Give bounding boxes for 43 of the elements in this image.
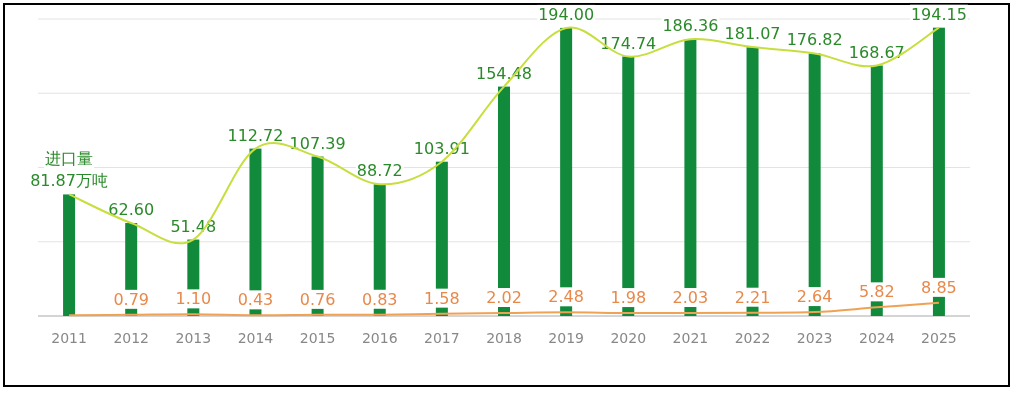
x-tick-label: 2022 [734,330,771,346]
data-label: 62.60 [108,200,155,220]
data-label: 1.98 [610,288,647,308]
data-label: 181.07 [724,24,781,44]
x-tick-label: 2015 [299,330,336,346]
bar [63,194,76,316]
data-label: 2.02 [486,288,522,307]
data-label: 186.36 [662,16,719,36]
data-label: 194.15 [910,4,967,24]
data-label: 2.21 [734,287,771,307]
data-label: 0.76 [299,289,336,309]
x-tick-label: 2018 [486,330,522,346]
data-label: 1.10 [175,289,212,309]
data-label: 176.82 [786,30,843,50]
x-tick-label: 2019 [548,330,584,346]
x-tick-label: 2023 [796,330,833,346]
data-label: 0.43 [237,290,274,310]
data-label: 174.74 [600,33,657,53]
data-label: 88.72 [356,161,403,181]
x-tick-label: 2020 [610,330,647,346]
data-label: 2.03 [672,287,709,307]
x-tick-label: 2013 [175,330,212,346]
data-label: 5.82 [858,282,895,302]
data-label: 194.00 [538,4,595,24]
data-label: 81.87万吨 [30,171,108,191]
data-label: 112.72 [227,125,284,145]
x-tick-label: 2025 [921,330,957,346]
x-tick-label: 2024 [858,330,895,346]
x-tick-label: 2017 [424,330,460,346]
data-label: 168.67 [848,42,905,62]
x-tick-label: 2014 [237,330,274,346]
annotation: 进口量 [45,149,94,169]
x-tick-label: 2012 [113,330,150,346]
x-tick-label: 2011 [51,330,87,346]
data-label: 107.39 [289,133,346,153]
data-label: 8.85 [921,277,957,297]
x-tick-label: 2021 [672,330,709,346]
data-label: 0.83 [361,289,398,309]
data-label: 2.48 [548,287,584,307]
data-label: 1.58 [424,288,460,308]
data-label: 2.64 [796,287,833,307]
x-tick-label: 2016 [361,330,398,346]
data-label: 0.79 [113,289,150,309]
